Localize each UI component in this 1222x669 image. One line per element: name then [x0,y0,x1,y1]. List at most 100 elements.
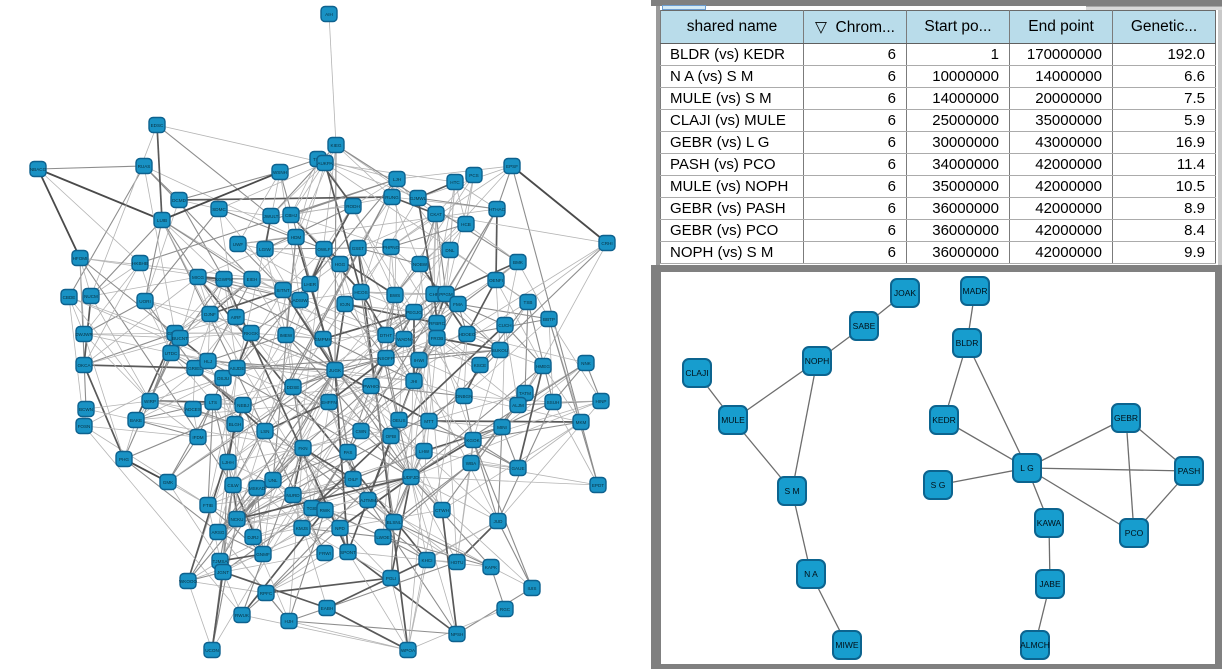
svg-text:UCON: UCON [205,648,219,653]
svg-text:JHI: JHI [411,379,418,384]
svg-text:HDM: HDM [291,235,302,240]
svg-text:OENFI: OENFI [489,278,503,283]
svg-text:FMA: FMA [453,302,464,307]
svg-text:KGOK: KGOK [466,438,480,443]
svg-text:FTIB: FTIB [203,503,213,508]
svg-text:SUKOU: SUKOU [492,348,508,353]
svg-text:GMPMH: GMPMH [314,337,332,342]
svg-text:TGIB: TGIB [307,506,318,511]
svg-text:MADR: MADR [962,286,987,296]
svg-text:KAWA: KAWA [1037,518,1062,528]
svg-text:ASJDE: ASJDE [230,366,245,371]
svg-text:PEGJG: PEGJG [406,310,422,315]
svg-text:IOJN: IOJN [340,302,350,307]
svg-text:GMK: GMK [163,480,174,485]
svg-text:OEUS: OEUS [392,418,405,423]
svg-text:HDOEO: HDOEO [459,332,476,337]
svg-text:WPOA: WPOA [401,648,416,653]
svg-text:NCKU: NCKU [230,517,243,522]
svg-text:DTHT: DTHT [380,333,392,338]
svg-text:EDSC: EDSC [151,123,164,128]
svg-text:AUKPA: AUKPA [317,161,333,166]
svg-text:JUD: JUD [494,519,504,524]
svg-text:AIH: AIH [325,12,333,17]
svg-text:JGNT: JGNT [217,570,229,575]
svg-text:RUNG: RUNG [385,195,399,200]
svg-text:MSKAD: MSKAD [249,486,266,491]
svg-text:ONBGN: ONBGN [456,394,473,399]
svg-text:EIEH: EIEH [247,277,258,282]
svg-text:UORI: UORI [139,299,150,304]
svg-text:CILW: CILW [227,483,239,488]
svg-text:OKCA: OKCA [77,363,91,368]
svg-text:IMEW: IMEW [280,333,293,338]
svg-text:BLDR: BLDR [956,338,979,348]
svg-text:DWJWR: DWJWR [75,332,93,337]
svg-text:KIEG: KIEG [331,143,342,148]
svg-text:N A: N A [804,569,818,579]
svg-text:DCMD: DCMD [172,198,186,203]
svg-text:HCOS: HCOS [354,290,367,295]
svg-text:NPSH: NPSH [451,632,464,637]
svg-text:NSOFP: NSOFP [378,356,394,361]
svg-text:KMJS: KMJS [296,526,308,531]
svg-text:LWOE: LWOE [376,535,389,540]
svg-text:LHER: LHER [304,282,317,287]
svg-text:RUAS: RUAS [138,164,151,169]
svg-text:IFDM: IFDM [192,435,203,440]
svg-text:WSNH: WSNH [273,170,287,175]
svg-text:HINP: HINP [596,399,607,404]
svg-text:PHPNG: PHPNG [383,245,400,250]
svg-text:S M: S M [784,486,799,496]
svg-text:NBACG: NBACG [30,167,47,172]
svg-text:RKIGK: RKIGK [244,331,259,336]
svg-text:CRHI: CRHI [601,241,612,246]
svg-text:HCB: HCB [461,222,471,227]
svg-text:HGG: HGG [335,262,346,267]
svg-text:NOBW: NOBW [413,262,428,267]
svg-text:OFBI: OFBI [386,434,397,439]
svg-text:FROB: FROB [431,336,444,341]
svg-text:HKBHB: HKBHB [132,261,148,266]
svg-text:AIRF: AIRF [231,315,242,320]
svg-text:IHWI: IHWI [414,358,424,363]
svg-text:NURD: NURD [286,493,300,498]
svg-text:CWN: CWN [356,429,367,434]
svg-text:GAUE: GAUE [511,466,524,471]
svg-text:RPFC: RPFC [260,591,273,596]
svg-text:KHCI: KHCI [422,558,433,563]
svg-text:TSB: TSB [524,300,533,305]
svg-text:JUGK: JUGK [329,368,342,373]
svg-text:TATM: TATM [519,391,531,396]
svg-text:BBTP: BBTP [543,317,555,322]
svg-text:CTWH: CTWH [435,508,449,513]
svg-text:RFBRC: RFBRC [429,321,446,326]
svg-text:KGWPM: KGWPM [215,277,233,282]
svg-text:HTHAC: HTHAC [489,207,506,212]
svg-text:GJMWL: GJMWL [410,196,427,201]
svg-text:CKAT: CKAT [430,212,442,217]
svg-text:ADCES: ADCES [185,407,201,412]
svg-text:PAS: PAS [344,450,353,455]
svg-text:HTC: HTC [450,180,460,185]
svg-text:PCO: PCO [1125,528,1144,538]
svg-text:JOAK: JOAK [894,288,917,298]
svg-text:MIWE: MIWE [835,640,858,650]
svg-text:BMK: BMK [513,260,524,265]
svg-text:CBDE: CBDE [63,295,76,300]
svg-text:HFOMI: HFOMI [73,256,88,261]
svg-text:RWK: RWK [320,508,332,513]
svg-text:EPDT: EPDT [592,483,604,488]
svg-text:PCS: PCS [469,173,478,178]
svg-text:SABE: SABE [853,321,876,331]
svg-text:KAPK: KAPK [485,565,498,570]
svg-text:PGLI: PGLI [386,576,396,581]
svg-text:SSUH: SSUH [547,400,560,405]
svg-text:SITNT: SITNT [276,288,289,293]
svg-text:RWUK: RWUK [235,613,250,618]
svg-text:UDFJD: UDFJD [403,475,419,480]
svg-text:HJH: HJH [285,619,294,624]
svg-text:AJTMM: AJTMM [360,498,376,503]
svg-text:LJH: LJH [393,177,401,182]
svg-text:JABE: JABE [1039,579,1061,589]
